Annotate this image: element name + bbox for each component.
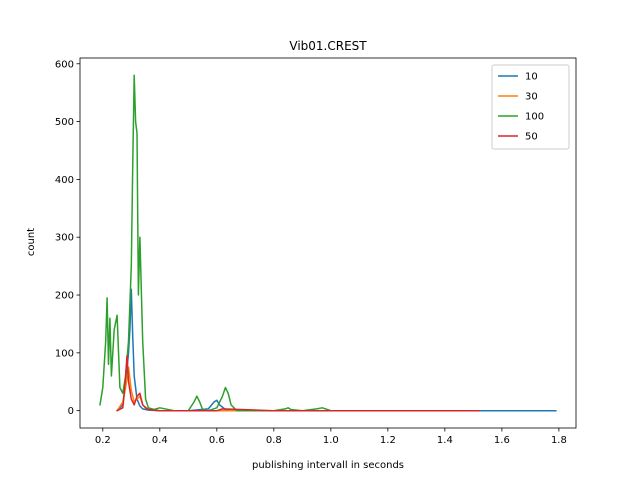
x-tick-label: 1.8: [551, 435, 567, 446]
series-line-50: [116, 354, 480, 412]
x-tick-label: 0.6: [209, 435, 225, 446]
chart-title: Vib01.CREST: [289, 39, 367, 53]
legend-label-100: 100: [525, 112, 544, 123]
x-tick-label: 1.2: [380, 435, 396, 446]
y-tick-label: 400: [55, 175, 74, 186]
x-tick-label: 1.0: [323, 435, 339, 446]
legend: 10 30 100 50: [491, 64, 570, 150]
y-tick-label: 200: [55, 291, 74, 302]
y-tick-label: 500: [55, 117, 74, 128]
y-tick-label: 300: [55, 233, 74, 244]
x-tick-label: 0.4: [152, 435, 168, 446]
x-tick-label: 1.4: [437, 435, 453, 446]
x-tick-label: 0.2: [95, 435, 111, 446]
y-axis-label: count: [26, 228, 37, 256]
series-layer: [99, 74, 557, 412]
plot-frame: [79, 57, 577, 429]
legend-label-50: 50: [525, 132, 538, 143]
legend-label-10: 10: [525, 72, 538, 83]
legend-label-30: 30: [525, 92, 538, 103]
y-tick-label: 0: [68, 406, 74, 417]
x-tick-label: 0.8: [266, 435, 282, 446]
x-axis-label: publishing intervall in seconds: [252, 460, 404, 471]
legend-box: [491, 64, 570, 150]
x-tick-label: 1.6: [494, 435, 510, 446]
axes-layer: 0.2 0.4 0.6 0.8 1.0 1.2 1.4 1.6 1.8 0 100 200 300 400…: [55, 57, 577, 446]
y-tick-label: 100: [55, 348, 74, 359]
y-tick-label: 600: [55, 59, 74, 70]
